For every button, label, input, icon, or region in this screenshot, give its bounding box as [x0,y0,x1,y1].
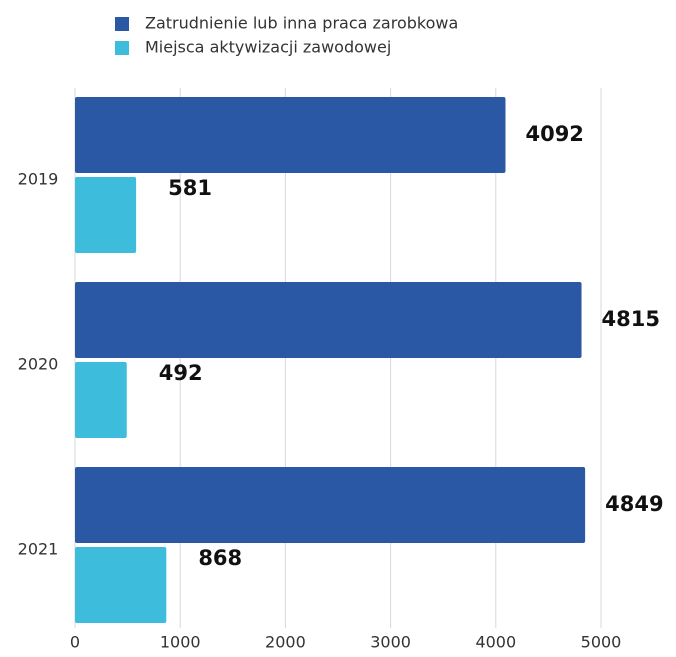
x-tick-label: 5000 [581,633,622,652]
y-tick-label: 2020 [18,355,59,374]
value-label: 868 [198,546,242,570]
value-label: 492 [159,361,203,385]
x-tick-label: 0 [70,633,80,652]
x-tick-label: 4000 [475,633,516,652]
x-tick-label: 3000 [370,633,411,652]
bar [75,97,506,173]
y-tick-label: 2021 [18,540,59,559]
value-label: 4092 [525,122,583,146]
bar [75,282,582,358]
value-label: 4849 [605,492,663,516]
bar [75,547,167,623]
x-tick-label: 2000 [265,633,306,652]
bar [75,362,127,438]
y-tick-label: 2019 [18,170,59,189]
legend-swatch [115,41,129,55]
value-label: 4815 [602,307,660,331]
legend-label: Miejsca aktywizacji zawodowej [145,38,391,57]
x-tick-label: 1000 [160,633,201,652]
legend-swatch [115,17,129,31]
value-label: 581 [168,176,212,200]
bar [75,467,586,543]
bar [75,177,137,253]
legend-label: Zatrudnienie lub inna praca zarobkowa [145,14,458,33]
